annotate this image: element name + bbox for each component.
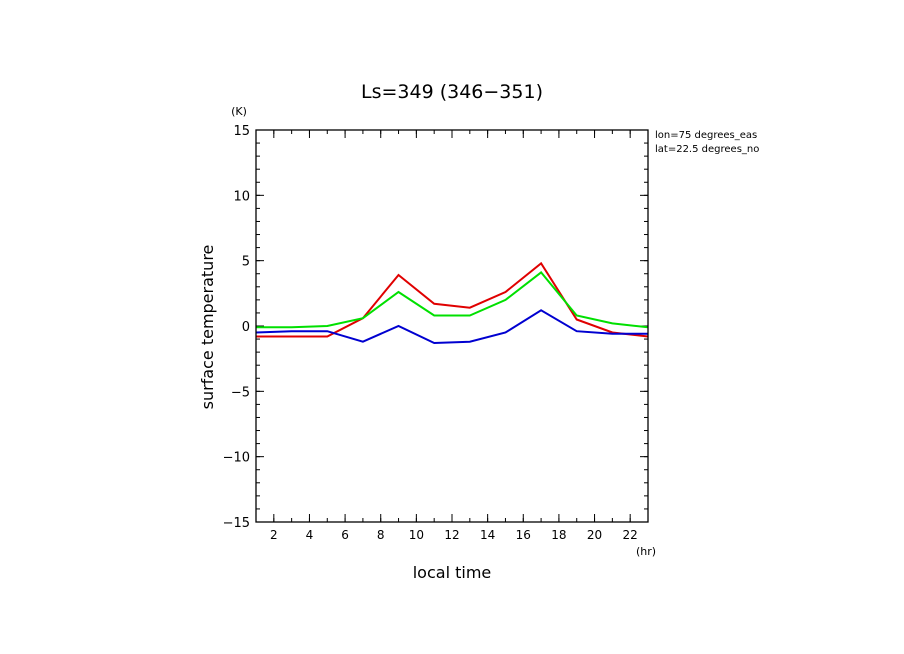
x-axis-label: local time [413,563,492,582]
y-tick-label: 5 [242,255,250,270]
y-tick-label: −15 [223,516,250,531]
x-tick-label: 14 [480,528,495,542]
x-tick-label: 6 [341,528,349,542]
x-tick-label: 12 [444,528,459,542]
y-tick-label: 10 [233,189,250,204]
series-line-2 [256,271,649,329]
y-tick-label: −5 [231,385,250,400]
chart-title: Ls=349 (346−351) [361,81,543,103]
y-tick-label: 0 [242,320,250,335]
y-tick-label: 15 [233,124,250,139]
x-tick-label: 22 [623,528,638,542]
x-tick-label: 8 [377,528,385,542]
x-tick-label: 10 [409,528,424,542]
x-tick-label: 4 [306,528,314,542]
annotation-lon: lon=75 degrees_eas [655,130,757,141]
x-tick-label: 2 [270,528,278,542]
x-tick-label: 20 [587,528,602,542]
series-line-1 [256,261,649,338]
axes: 2 4 6 8 10 12 14 16 18 20 22 15 10 5 0 −5 −10 −15 [223,124,649,542]
x-tick-label: 16 [516,528,531,542]
plot-frame [255,129,649,523]
annotation-lat: lat=22.5 degrees_no [655,144,759,155]
y-axis-label: surface temperature [198,245,217,410]
series-line-3 [255,309,648,345]
x-tick-label: 18 [551,528,566,542]
x-unit-label: (hr) [636,545,656,558]
series-layer [255,261,649,345]
y-tick-label: −10 [223,451,250,466]
y-unit-label: (K) [231,105,247,118]
